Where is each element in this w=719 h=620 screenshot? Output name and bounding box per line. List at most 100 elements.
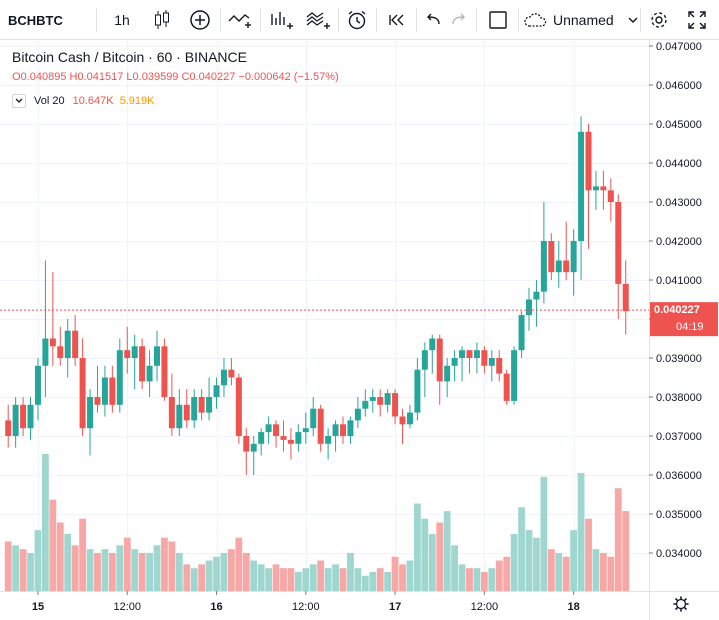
candle-body: [183, 404, 190, 421]
volume-bar: [280, 568, 287, 591]
volume-bar: [384, 571, 392, 591]
fullscreen-button[interactable]: [678, 0, 716, 40]
volume-bar: [101, 549, 109, 591]
candle-body: [20, 404, 27, 429]
candle-body: [511, 350, 518, 401]
volume-bar: [451, 545, 458, 591]
low-label: L: [126, 71, 133, 83]
series-legend: Bitcoin Cash / Bitcoin · 60 · BINANCE O0…: [12, 48, 339, 85]
candle-body: [57, 346, 64, 358]
candle-body: [548, 241, 555, 273]
volume-bar: [436, 522, 444, 591]
candle-body: [250, 443, 257, 452]
candle-body: [213, 385, 220, 397]
settings-button[interactable]: [642, 0, 676, 40]
candle-body: [124, 350, 131, 358]
candle-body: [392, 393, 399, 417]
volume-bar: [614, 488, 622, 591]
interval-button[interactable]: 1h: [104, 0, 140, 40]
volume-bar: [138, 552, 146, 591]
symbol-search[interactable]: BCHBTC: [0, 0, 96, 40]
layout-name-button[interactable]: Unnamed: [522, 0, 640, 40]
alert-button[interactable]: [340, 0, 374, 40]
candle-body: [488, 358, 495, 366]
toolbar-divider: [640, 8, 641, 32]
candle-body: [570, 241, 577, 273]
change-value: −0.000642 (−1.57%): [238, 71, 339, 83]
volume-bar: [71, 545, 79, 591]
volume-value: 10.647K: [72, 95, 114, 107]
volume-bar: [183, 564, 191, 591]
time-axis-settings-icon[interactable]: [673, 596, 689, 612]
volume-bar: [317, 560, 325, 591]
candle-body: [444, 365, 451, 382]
volume-bar: [302, 568, 310, 591]
candle-body: [325, 436, 332, 444]
fullscreen-icon: [688, 11, 706, 29]
volume-bar: [533, 537, 540, 591]
low-value: 0.039599: [132, 71, 179, 83]
toolbar-divider: [476, 8, 477, 32]
candles-icon: [155, 10, 169, 29]
candle-body: [146, 365, 153, 382]
candle-body: [191, 397, 198, 421]
volume-bar: [146, 552, 153, 591]
high-value: 0.041517: [77, 71, 124, 83]
candle-body: [302, 428, 309, 433]
toolbar-divider: [338, 8, 339, 32]
volume-bar: [213, 556, 220, 591]
volume-bar: [108, 552, 116, 591]
volume-bar: [592, 549, 600, 591]
volume-bar: [34, 530, 42, 591]
candle-body: [168, 397, 175, 429]
add-indicator-button[interactable]: [182, 0, 218, 40]
price-tick-label: 0.045000: [656, 119, 702, 131]
replay-button[interactable]: [380, 0, 414, 40]
undo-icon: [427, 13, 440, 25]
volume-bar: [562, 556, 570, 591]
candles: [5, 116, 629, 475]
open-value: 0.040895: [20, 71, 67, 83]
legend-collapse-toggle[interactable]: [12, 94, 26, 108]
layout-button[interactable]: [480, 0, 516, 40]
grid: [0, 40, 649, 591]
volume-bar: [547, 549, 555, 591]
candle-body: [295, 432, 302, 444]
toolbar-divider: [376, 8, 377, 32]
volume-bar: [376, 568, 384, 591]
volume-bar: [123, 537, 131, 591]
price-tick-label: 0.036000: [656, 470, 702, 482]
compare-button[interactable]: [264, 0, 298, 40]
price-tick-label: 0.047000: [656, 41, 702, 53]
candle-body: [265, 424, 272, 433]
candle-body: [466, 350, 473, 358]
candle-body: [362, 400, 369, 409]
candle-body: [421, 350, 428, 370]
volume-bar: [332, 564, 339, 591]
indicators-button[interactable]: [224, 0, 256, 40]
compare-icon: [271, 12, 293, 29]
volume-bar: [406, 560, 414, 591]
replay-icon: [389, 14, 404, 26]
volume-bar: [42, 454, 49, 591]
chevron-down-icon: [628, 17, 638, 23]
volume-bar: [265, 568, 272, 591]
redo-button[interactable]: [446, 0, 472, 40]
close-value: 0.040227: [189, 71, 236, 83]
volume-bar: [161, 537, 168, 591]
volume-bar: [421, 518, 429, 591]
volume-bar: [168, 541, 176, 591]
toolbar-divider: [96, 8, 97, 32]
top-toolbar: BCHBTC 1h: [0, 0, 719, 40]
candle-body: [377, 397, 384, 405]
volume-bar: [324, 568, 332, 591]
time-tick-label: 12:00: [471, 601, 499, 613]
undo-button[interactable]: [420, 0, 446, 40]
templates-button[interactable]: [300, 0, 336, 40]
volume-bar: [250, 560, 258, 591]
candle-body: [451, 358, 458, 366]
chart-style-button[interactable]: [144, 0, 180, 40]
volume-bars: [4, 454, 630, 591]
